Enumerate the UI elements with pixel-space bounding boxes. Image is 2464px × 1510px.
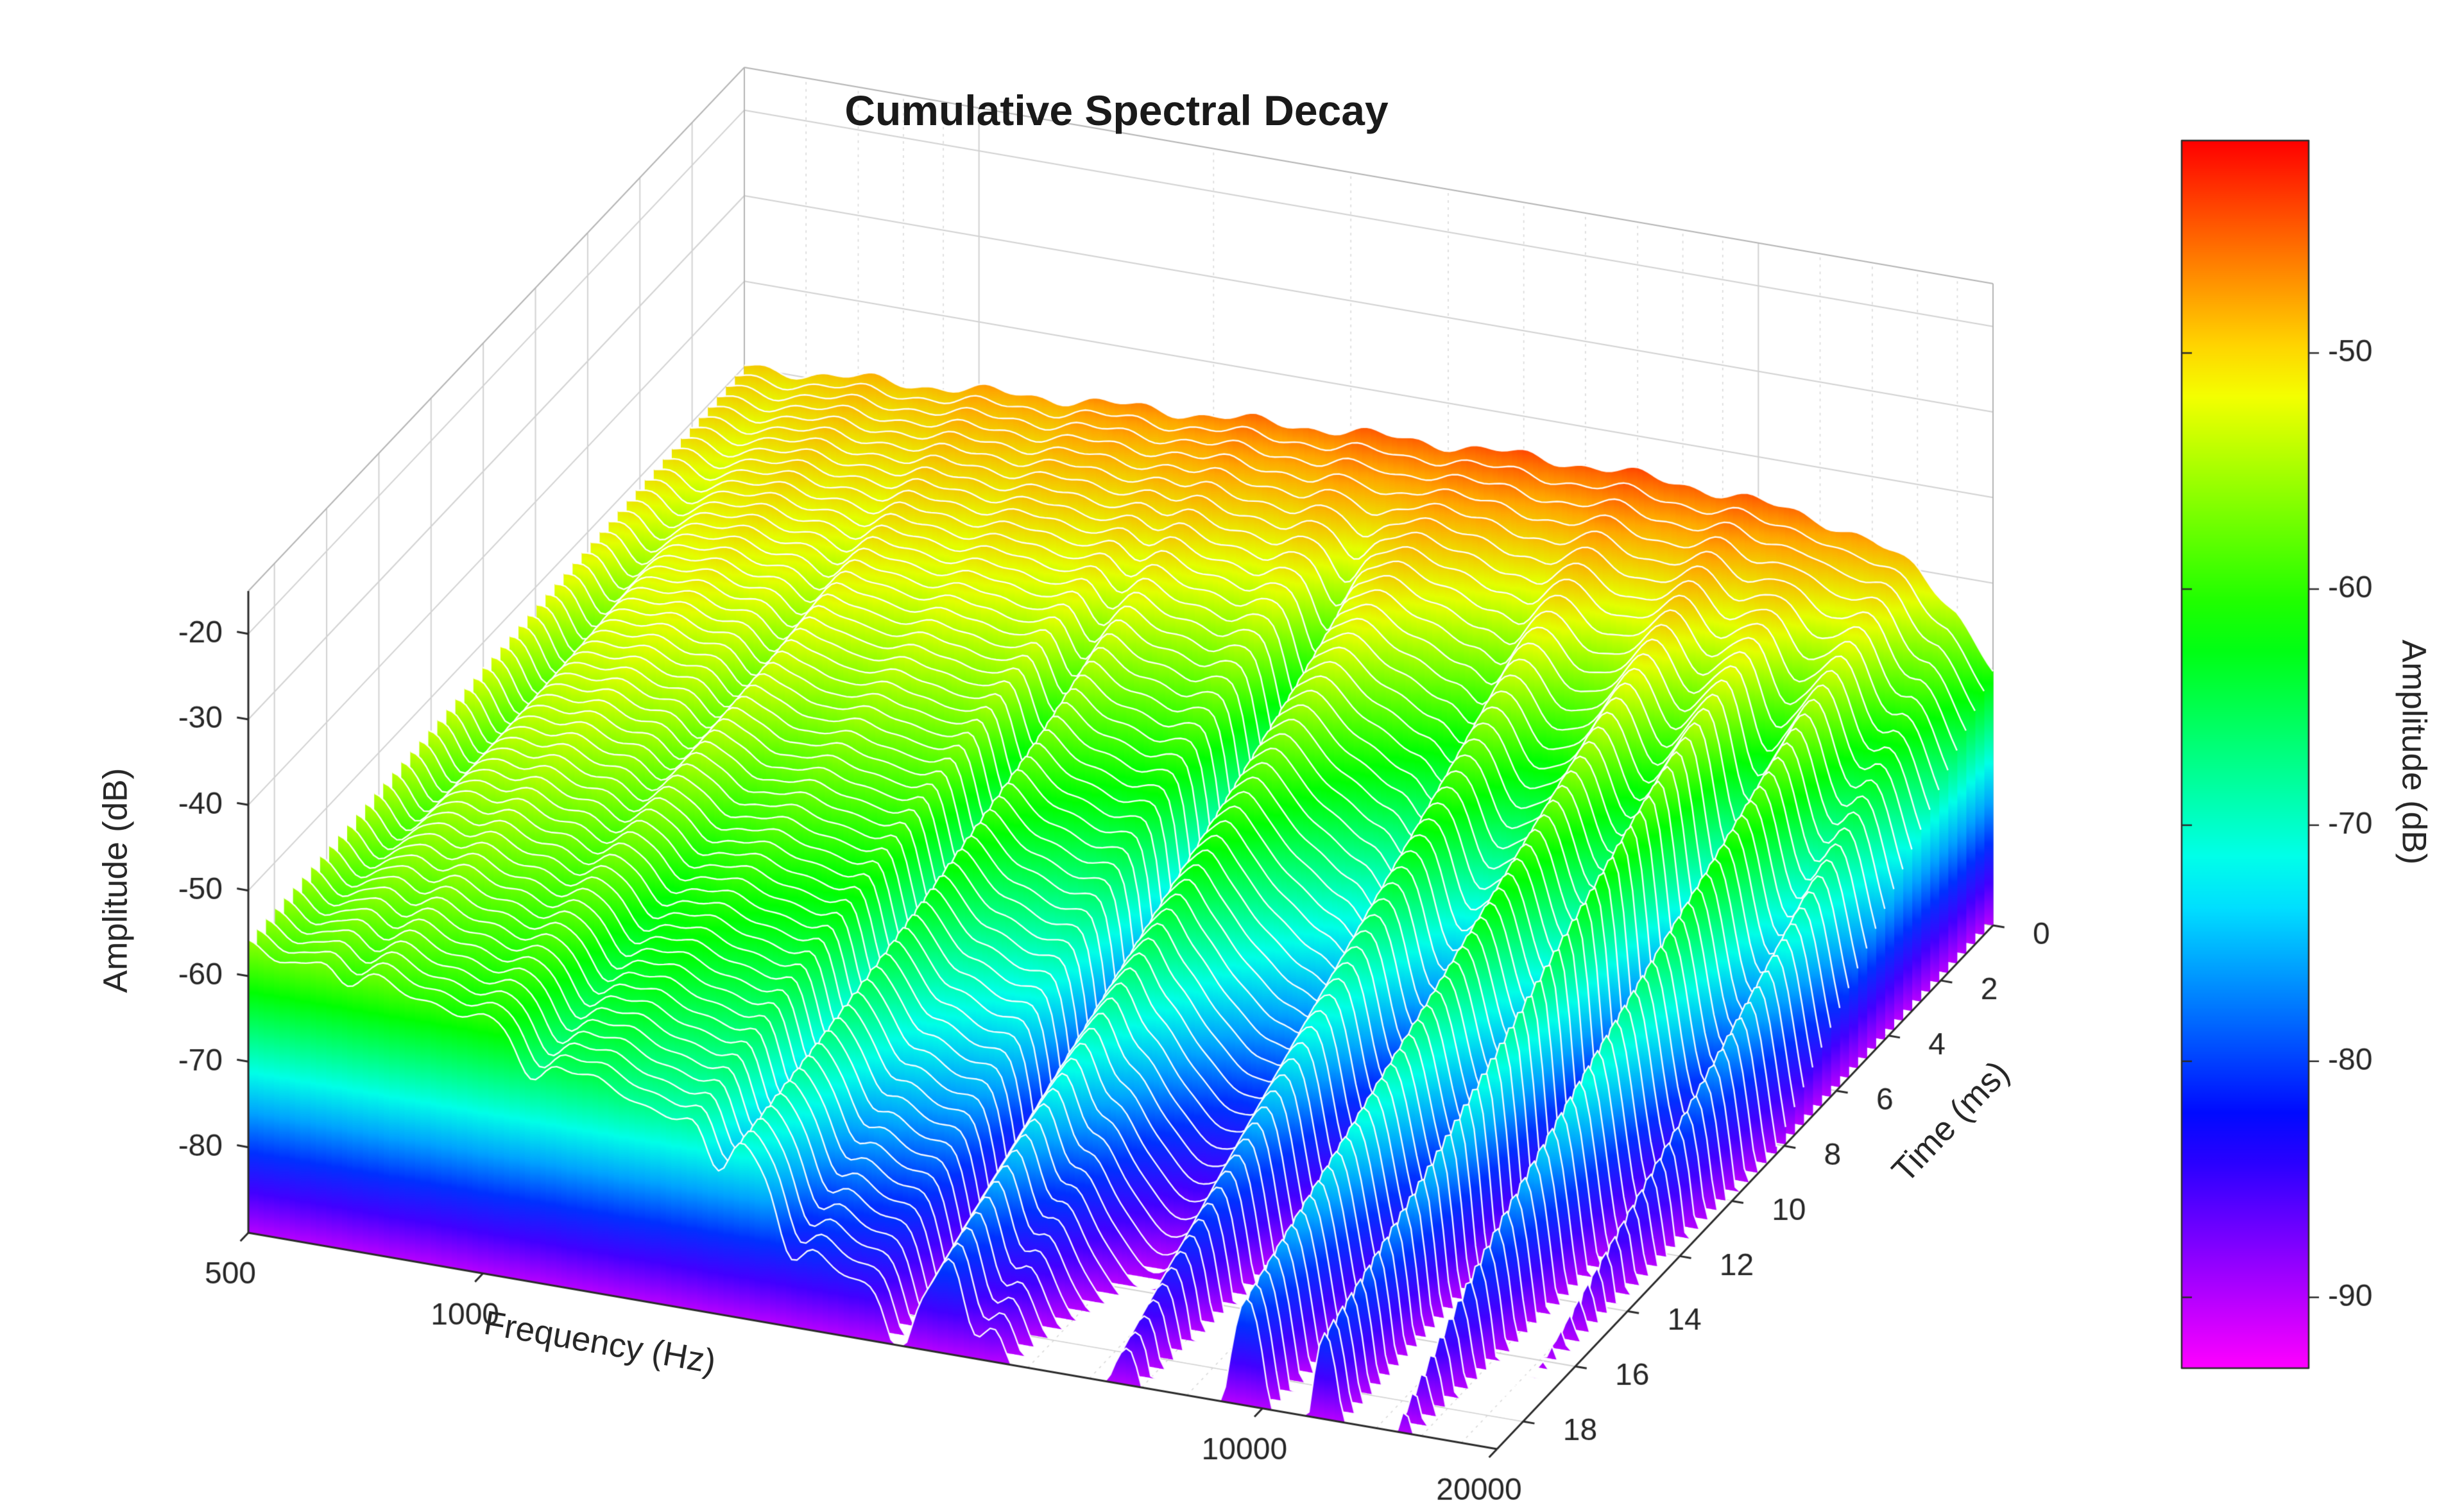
chart-title: Cumulative Spectral Decay: [844, 87, 1389, 134]
colorbar-label: Amplitude (dB): [2395, 639, 2433, 865]
z-axis-label: Amplitude (dB): [96, 768, 135, 993]
